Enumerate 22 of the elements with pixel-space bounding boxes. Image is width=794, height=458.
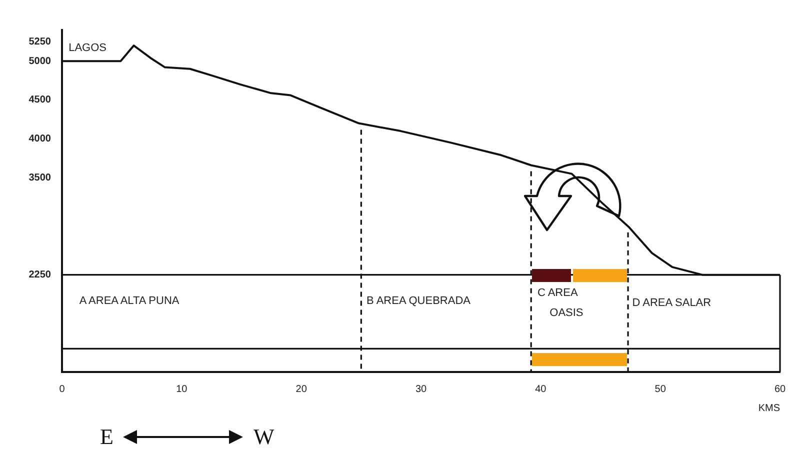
x-tick-label: 40: [535, 384, 547, 395]
y-tick-label: 4000: [28, 134, 52, 145]
x-tick-label: 50: [654, 384, 666, 395]
annotation: OASIS: [550, 307, 584, 320]
x-tick-label: 0: [59, 384, 66, 395]
annotation: A AREA ALTA PUNA: [79, 295, 180, 308]
annotation: C AREA: [537, 286, 578, 300]
x-tick-label: 10: [176, 384, 188, 395]
y-tick-label: 2250: [28, 270, 52, 281]
text: E: [100, 424, 114, 450]
x-tick-label: 60: [774, 384, 786, 395]
y-tick-label: 5000: [28, 56, 52, 67]
y-tick-label: 3500: [28, 172, 52, 184]
y-tick-label: 5250: [28, 36, 52, 48]
annotation: D AREA SALAR: [632, 296, 712, 310]
text: W: [253, 424, 274, 450]
x-axis-title: KMS: [758, 402, 780, 414]
annotation: B AREA QUEBRADA: [366, 295, 470, 308]
x-tick-label: 30: [415, 384, 427, 395]
y-tick-label: 4500: [28, 94, 52, 106]
x-tick-label: 20: [296, 384, 308, 395]
annotation: LAGOS: [68, 42, 106, 55]
